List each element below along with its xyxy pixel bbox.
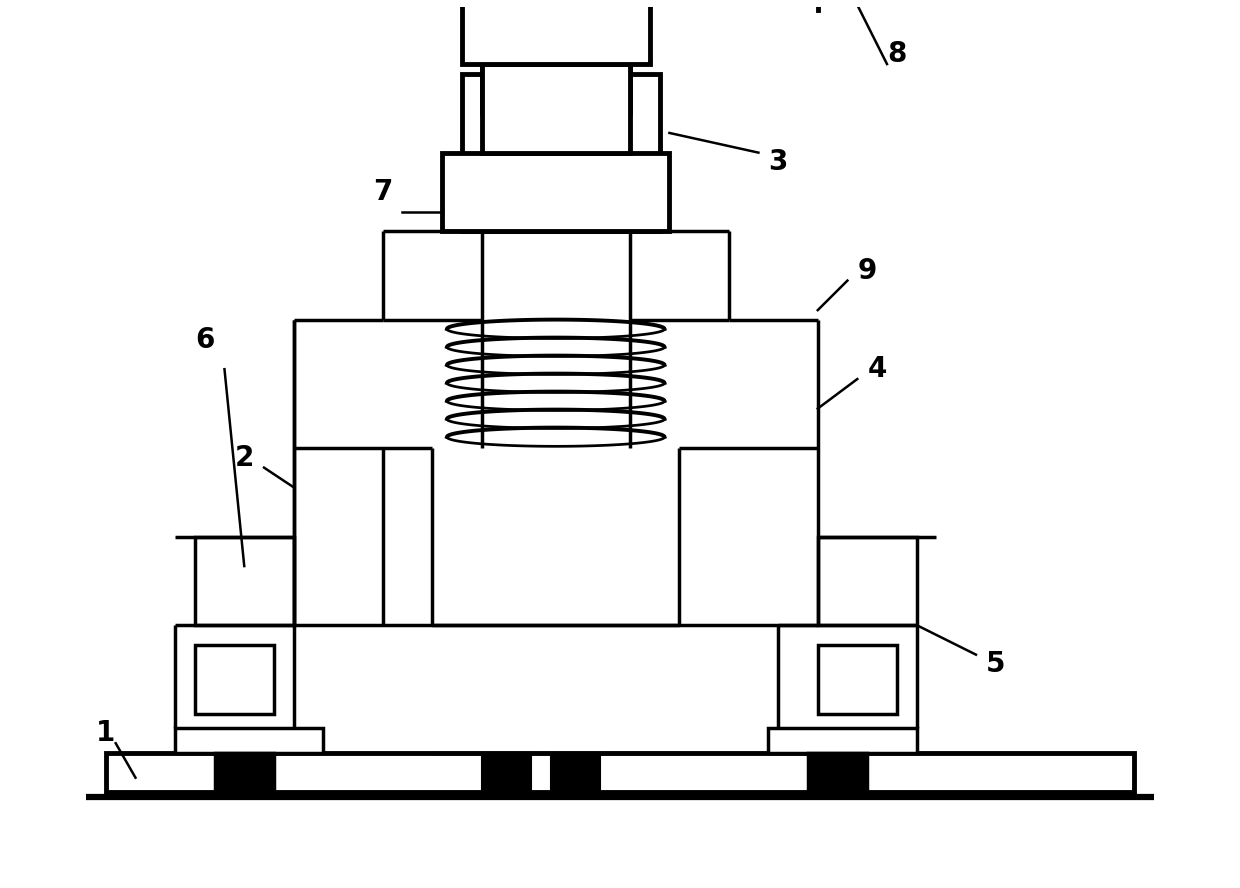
Bar — [105, 753, 1135, 792]
Bar — [817, 536, 916, 625]
Text: 6: 6 — [195, 326, 215, 353]
Bar — [461, 0, 650, 64]
Bar — [461, 74, 660, 232]
Bar — [481, 64, 630, 153]
Bar — [808, 753, 867, 792]
Bar — [195, 536, 294, 625]
Text: 9: 9 — [858, 257, 877, 285]
Text: 1: 1 — [97, 719, 115, 748]
Bar — [501, 15, 610, 74]
Bar — [175, 728, 324, 753]
Bar — [481, 753, 531, 792]
Bar — [817, 645, 897, 714]
Text: 5: 5 — [986, 651, 1006, 678]
Bar — [215, 753, 274, 792]
Bar — [769, 728, 916, 753]
Text: 2: 2 — [234, 444, 254, 472]
Text: 4: 4 — [868, 355, 887, 384]
Bar — [441, 153, 670, 232]
Bar — [481, 25, 630, 114]
Text: 7: 7 — [373, 178, 392, 206]
Bar — [551, 753, 600, 792]
Text: 8: 8 — [887, 40, 906, 68]
Text: 3: 3 — [769, 148, 787, 177]
Bar — [195, 645, 274, 714]
